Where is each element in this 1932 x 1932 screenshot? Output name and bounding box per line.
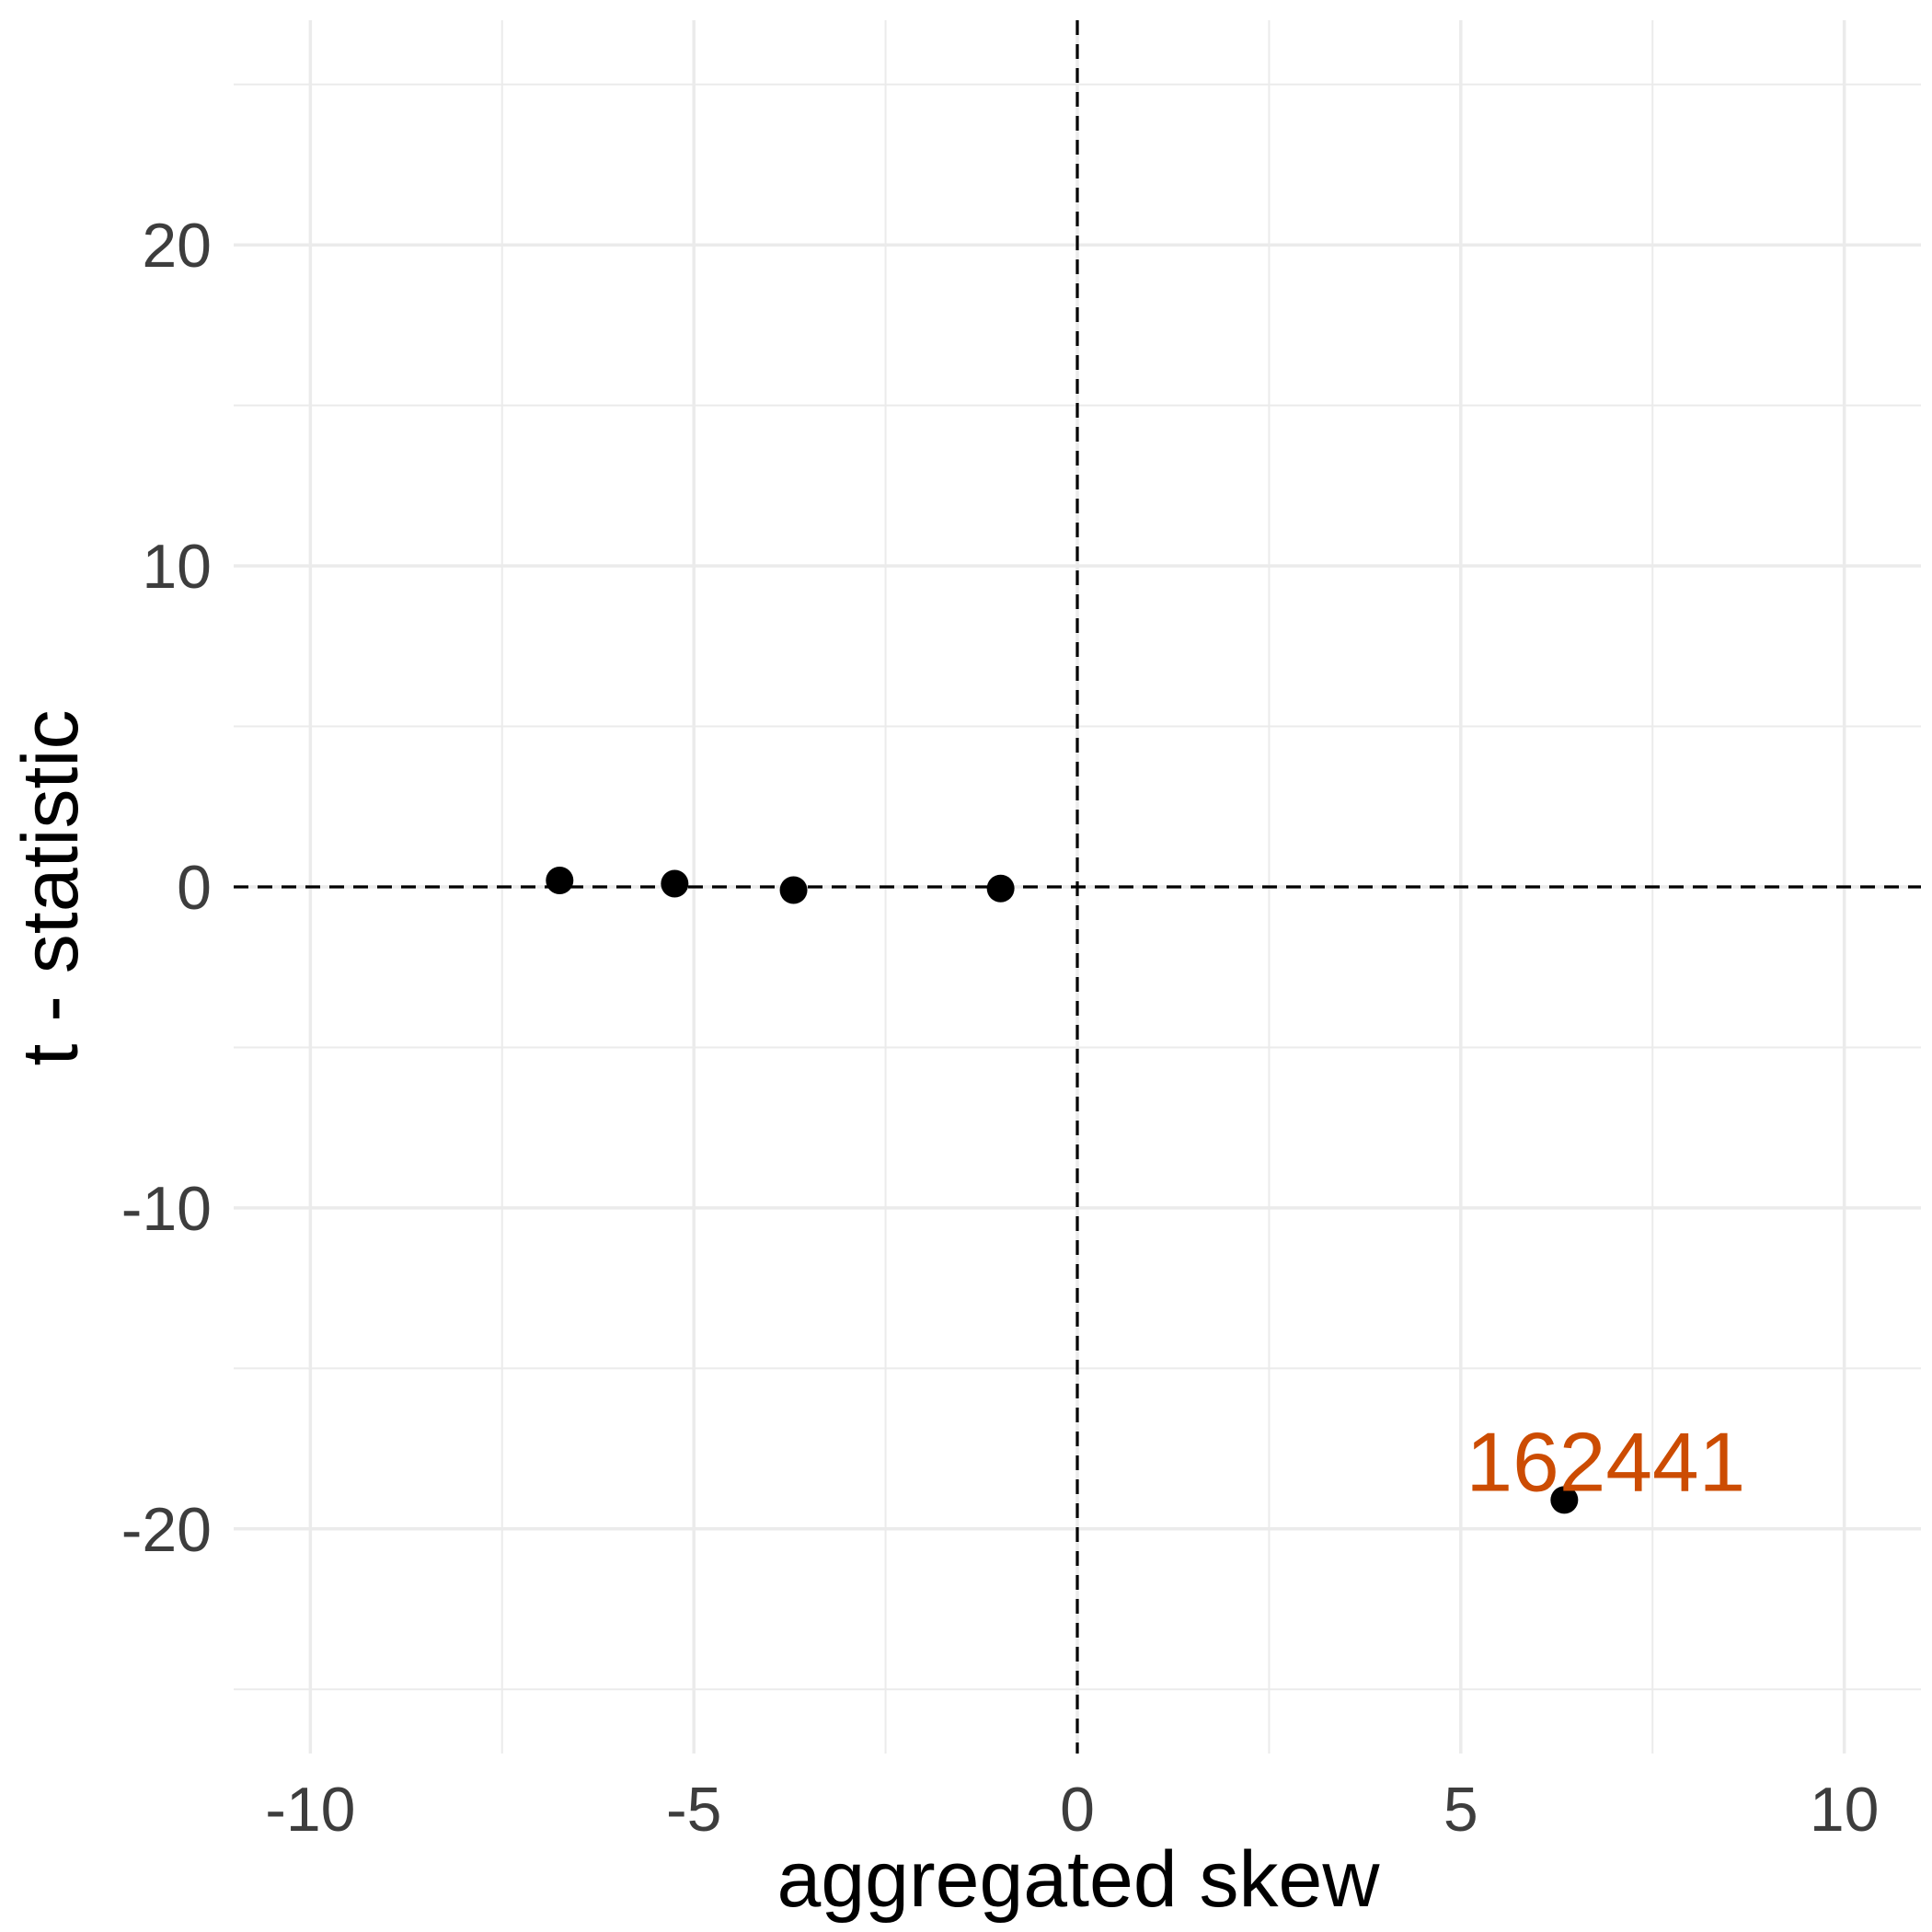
y-tick-label: 10: [142, 532, 212, 602]
y-axis-tick-labels: -20 -10 0 10 20: [121, 211, 212, 1565]
x-tick-label: 10: [1810, 1775, 1880, 1845]
y-tick-label: -20: [121, 1495, 212, 1565]
data-point: [661, 869, 689, 898]
data-point: [986, 874, 1015, 903]
point-label: 162441: [1466, 1416, 1746, 1509]
point-labels: 162441: [1466, 1416, 1746, 1509]
y-tick-label: 0: [177, 853, 212, 923]
data-points: [546, 867, 1579, 1514]
x-tick-label: 5: [1443, 1775, 1478, 1845]
y-axis-title: t - statistic: [6, 709, 95, 1065]
x-axis-title: aggregated skew: [777, 1835, 1381, 1924]
data-point: [1550, 1486, 1579, 1514]
data-point: [546, 867, 574, 895]
data-point: [779, 876, 808, 904]
x-tick-label: -5: [666, 1775, 721, 1845]
y-tick-label: -10: [121, 1174, 212, 1244]
x-tick-label: 0: [1060, 1775, 1095, 1845]
x-tick-label: -10: [265, 1775, 355, 1845]
x-axis-tick-labels: -10 -5 0 5 10: [265, 1775, 1879, 1845]
reference-lines: [234, 20, 1921, 1754]
y-tick-label: 20: [142, 211, 212, 281]
